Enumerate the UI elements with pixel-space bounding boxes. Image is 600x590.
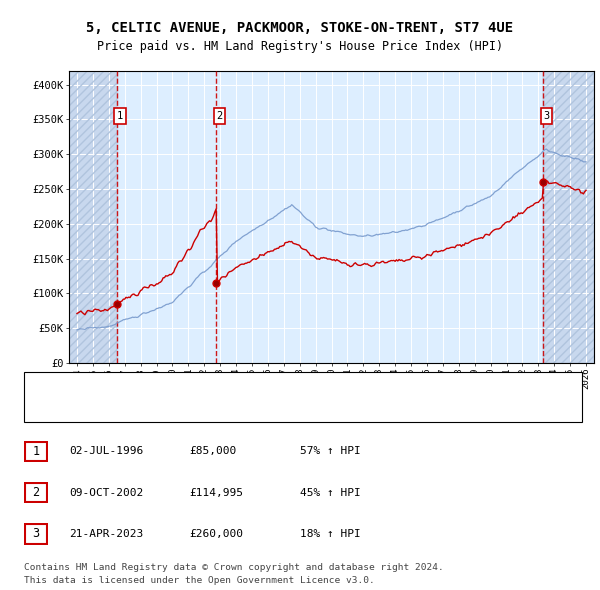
Text: 45% ↑ HPI: 45% ↑ HPI <box>300 488 361 497</box>
Bar <box>69 71 117 363</box>
Text: 21-APR-2023: 21-APR-2023 <box>69 529 143 539</box>
FancyBboxPatch shape <box>25 483 47 502</box>
Text: 02-JUL-1996: 02-JUL-1996 <box>69 447 143 456</box>
Text: 3: 3 <box>32 527 40 540</box>
FancyBboxPatch shape <box>24 372 582 422</box>
Text: HPI: Average price, detached house, Stoke-on-Trent: HPI: Average price, detached house, Stok… <box>60 404 354 414</box>
Text: £260,000: £260,000 <box>189 529 243 539</box>
Text: £85,000: £85,000 <box>189 447 236 456</box>
Text: 57% ↑ HPI: 57% ↑ HPI <box>300 447 361 456</box>
Bar <box>543 71 594 363</box>
Text: 09-OCT-2002: 09-OCT-2002 <box>69 488 143 497</box>
Text: 5, CELTIC AVENUE, PACKMOOR, STOKE-ON-TRENT, ST7 4UE: 5, CELTIC AVENUE, PACKMOOR, STOKE-ON-TRE… <box>86 21 514 35</box>
Text: This data is licensed under the Open Government Licence v3.0.: This data is licensed under the Open Gov… <box>24 576 375 585</box>
Text: 5, CELTIC AVENUE, PACKMOOR, STOKE-ON-TRENT, ST7 4UE (detached house): 5, CELTIC AVENUE, PACKMOOR, STOKE-ON-TRE… <box>60 381 460 391</box>
Text: 2: 2 <box>217 111 223 121</box>
FancyBboxPatch shape <box>25 525 47 543</box>
Text: 1: 1 <box>117 111 123 121</box>
Text: 2: 2 <box>32 486 40 499</box>
Bar <box>543 71 594 363</box>
Text: 1: 1 <box>32 445 40 458</box>
Text: 3: 3 <box>543 111 550 121</box>
Text: 5, CELTIC AVENUE, PACKMOOR, STOKE-ON-TRENT, ST7 4UE (detached house): 5, CELTIC AVENUE, PACKMOOR, STOKE-ON-TRE… <box>60 381 460 391</box>
Text: Contains HM Land Registry data © Crown copyright and database right 2024.: Contains HM Land Registry data © Crown c… <box>24 563 444 572</box>
Text: £114,995: £114,995 <box>189 488 243 497</box>
Text: HPI: Average price, detached house, Stoke-on-Trent: HPI: Average price, detached house, Stok… <box>60 404 354 414</box>
Bar <box>69 71 117 363</box>
FancyBboxPatch shape <box>25 442 47 461</box>
Text: 18% ↑ HPI: 18% ↑ HPI <box>300 529 361 539</box>
Text: Price paid vs. HM Land Registry's House Price Index (HPI): Price paid vs. HM Land Registry's House … <box>97 40 503 53</box>
